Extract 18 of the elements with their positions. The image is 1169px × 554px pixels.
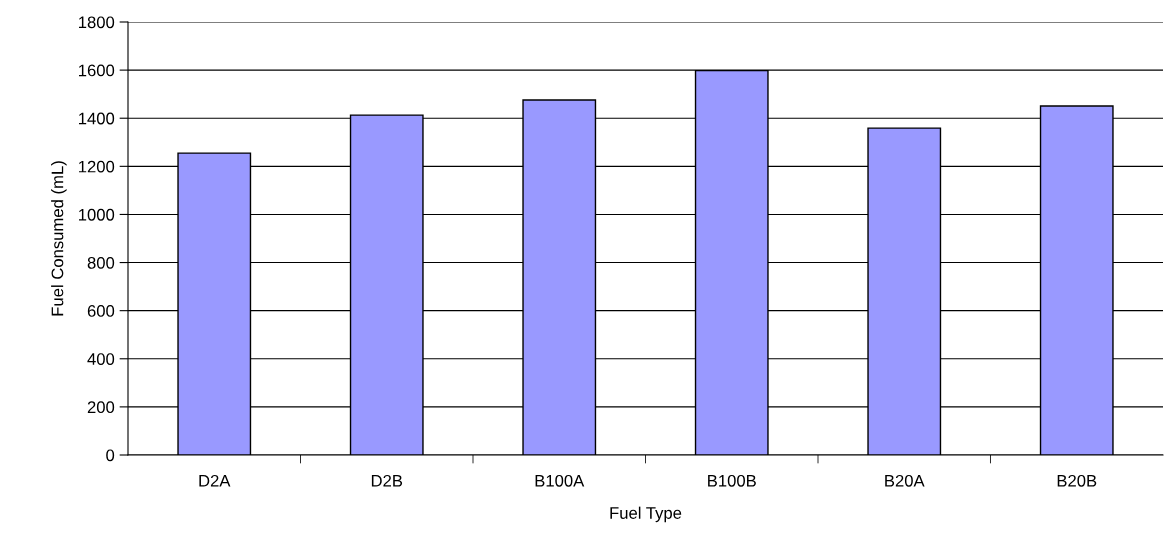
x-tick-label: D2A xyxy=(199,474,231,487)
y-axis-title: Fuel Consumed (mL) xyxy=(51,161,67,316)
x-tick-label: D2B xyxy=(371,474,403,487)
y-tick-label: 1400 xyxy=(79,112,115,125)
y-tick-label: 400 xyxy=(87,353,115,365)
y-tick-label: 600 xyxy=(87,305,115,317)
x-axis-title: Fuel Type xyxy=(610,506,682,523)
y-tick-label: 1600 xyxy=(79,64,115,77)
x-tick-label: B100A xyxy=(535,474,585,487)
x-tick-label: B20A xyxy=(885,474,925,487)
x-tick-label: B100B xyxy=(708,474,756,487)
y-tick-label: 0 xyxy=(106,449,115,462)
y-tick-label: 800 xyxy=(87,256,115,269)
y-tick-label: 200 xyxy=(87,401,115,414)
y-tick-label: 1200 xyxy=(79,160,115,173)
x-tick-label: B20B xyxy=(1057,474,1097,487)
y-tick-label: 1000 xyxy=(79,208,115,221)
y-tick-label: 1800 xyxy=(79,16,115,29)
